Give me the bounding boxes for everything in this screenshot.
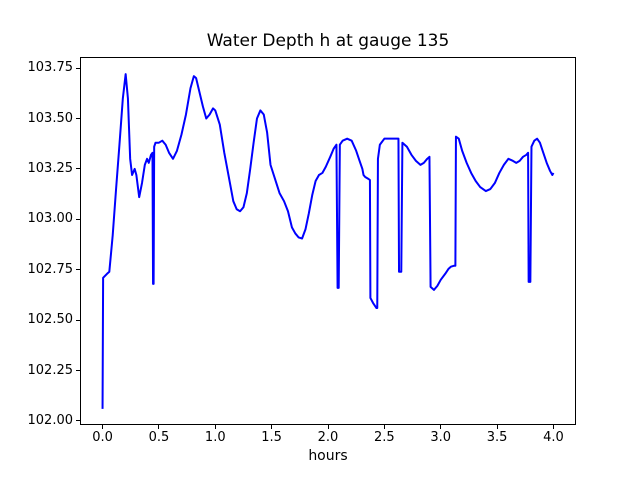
chart-title: Water Depth h at gauge 135 <box>206 31 450 51</box>
y-tick-mark <box>76 118 80 119</box>
x-tick-mark <box>383 425 385 429</box>
x-tick-mark <box>214 425 216 429</box>
x-tick-mark <box>158 425 160 429</box>
x-tick-mark <box>440 425 442 429</box>
x-tick-mark <box>327 425 329 429</box>
x-tick-label: 3.5 <box>486 430 508 445</box>
y-tick-mark <box>76 218 80 220</box>
x-tick-label: 1.0 <box>204 430 226 445</box>
y-tick-mark <box>76 420 80 422</box>
x-tick-label: 2.5 <box>374 430 395 445</box>
y-tick-mark <box>76 269 80 271</box>
x-tick-label: 1.5 <box>261 430 282 445</box>
y-tick-mark <box>76 370 80 372</box>
y-tick-label: 103.25 <box>27 160 74 176</box>
y-tick-label: 103.00 <box>27 211 74 227</box>
x-tick-label: 0.5 <box>148 430 170 445</box>
x-tick-label: 2.0 <box>317 430 339 445</box>
y-tick-label: 102.50 <box>27 312 74 328</box>
x-tick-label: 0.0 <box>92 430 113 445</box>
x-tick-mark <box>496 425 498 429</box>
water-depth-h-line <box>101 73 555 409</box>
y-tick-label: 102.00 <box>27 412 74 428</box>
y-tick-label: 102.75 <box>27 261 74 277</box>
y-tick-label: 103.75 <box>27 60 74 76</box>
x-tick-label: 4.0 <box>543 430 564 445</box>
y-tick-label: 103.50 <box>27 110 74 126</box>
axes-frame <box>80 57 576 425</box>
x-tick-mark <box>552 425 554 429</box>
plot-canvas <box>80 57 576 425</box>
x-tick-mark <box>102 425 104 429</box>
y-tick-label: 102.25 <box>27 362 74 378</box>
y-tick-mark <box>76 67 80 69</box>
x-axis-label: hours <box>308 448 348 464</box>
x-tick-mark <box>271 425 273 429</box>
y-tick-mark <box>76 168 80 170</box>
y-tick-mark <box>76 319 80 321</box>
x-tick-label: 3.0 <box>430 430 452 445</box>
